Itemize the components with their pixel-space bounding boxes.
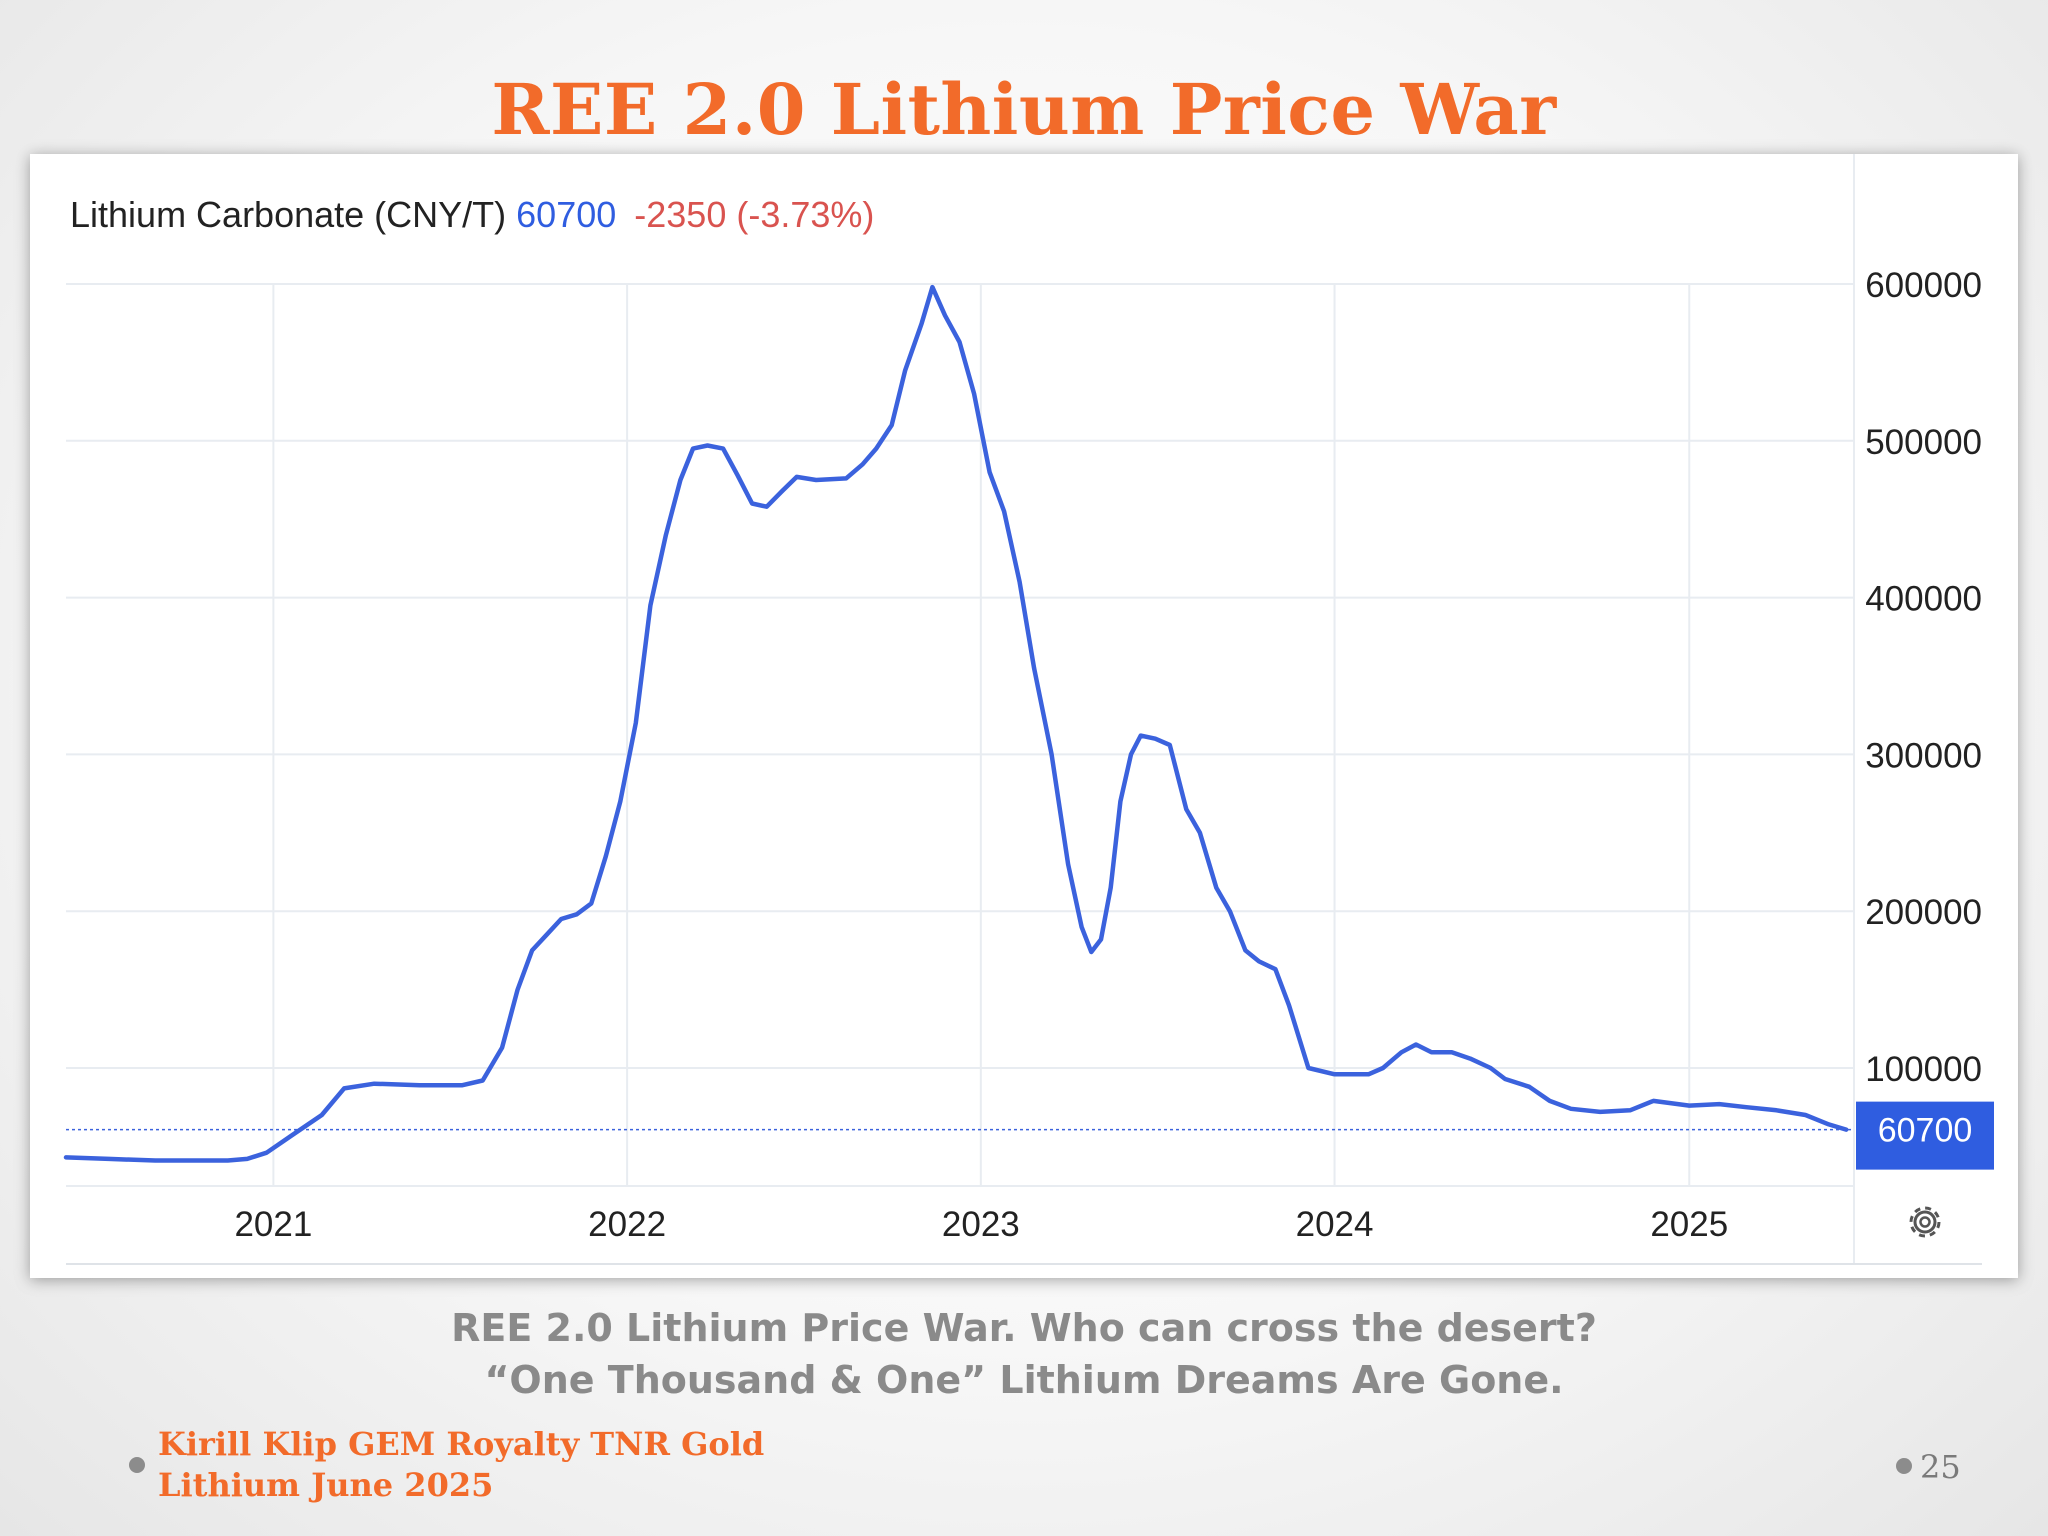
footer-line-1: Kirill Klip GEM Royalty TNR Gold — [158, 1425, 765, 1463]
x-tick-label: 2024 — [1296, 1205, 1374, 1244]
footer-line-2: Lithium June 2025 — [158, 1466, 494, 1504]
page-number-bullet — [1896, 1458, 1912, 1474]
lithium-price-chart: 100000 200000 300000 400000 500000 600000 2021… — [63, 154, 1994, 1265]
change-value: -2350 (-3.73%) — [634, 194, 874, 235]
y-tick-label: 600000 — [1865, 266, 1982, 305]
footer: Kirill Klip GEM Royalty TNR Gold Lithium… — [158, 1424, 764, 1506]
y-tick-label: 500000 — [1865, 423, 1982, 462]
y-tick-label: 100000 — [1865, 1050, 1982, 1089]
series-line — [63, 284, 1849, 1163]
page-number: 25 — [1920, 1448, 1961, 1486]
current-price-tag-label: 60700 — [1878, 1112, 1973, 1150]
caption-line-2: “One Thousand & One” Lithium Dreams Are … — [484, 1358, 1564, 1402]
y-tick-label: 200000 — [1865, 893, 1982, 932]
last-value: 60700 — [516, 194, 616, 235]
x-tick-label: 2021 — [234, 1205, 312, 1244]
x-tick-label: 2023 — [942, 1205, 1020, 1244]
x-tick-label: 2022 — [588, 1205, 666, 1244]
caption-line-1: REE 2.0 Lithium Price War. Who can cross… — [451, 1306, 1597, 1350]
axis-ticks: 100000 200000 300000 400000 500000 600000 2021… — [234, 266, 1982, 1244]
current-price-tag-bg — [1856, 1101, 1994, 1170]
chart-panel: 100000 200000 300000 400000 500000 600000 2021… — [30, 154, 2018, 1278]
y-tick-label: 400000 — [1865, 580, 1982, 619]
current-price-tag: 60700 — [1856, 1101, 1994, 1170]
chart-header: Lithium Carbonate (CNY/T) 60700 -2350 (-3.… — [70, 194, 874, 235]
grid — [66, 283, 1854, 1187]
y-tick-label: 300000 — [1865, 736, 1982, 775]
footer-bullet — [129, 1457, 145, 1473]
chart-title: Lithium Carbonate (CNY/T) — [70, 194, 506, 235]
slide-title: REE 2.0 Lithium Price War — [491, 68, 1557, 151]
x-tick-label: 2025 — [1650, 1205, 1728, 1244]
gear-icon[interactable] — [1909, 1206, 1941, 1238]
